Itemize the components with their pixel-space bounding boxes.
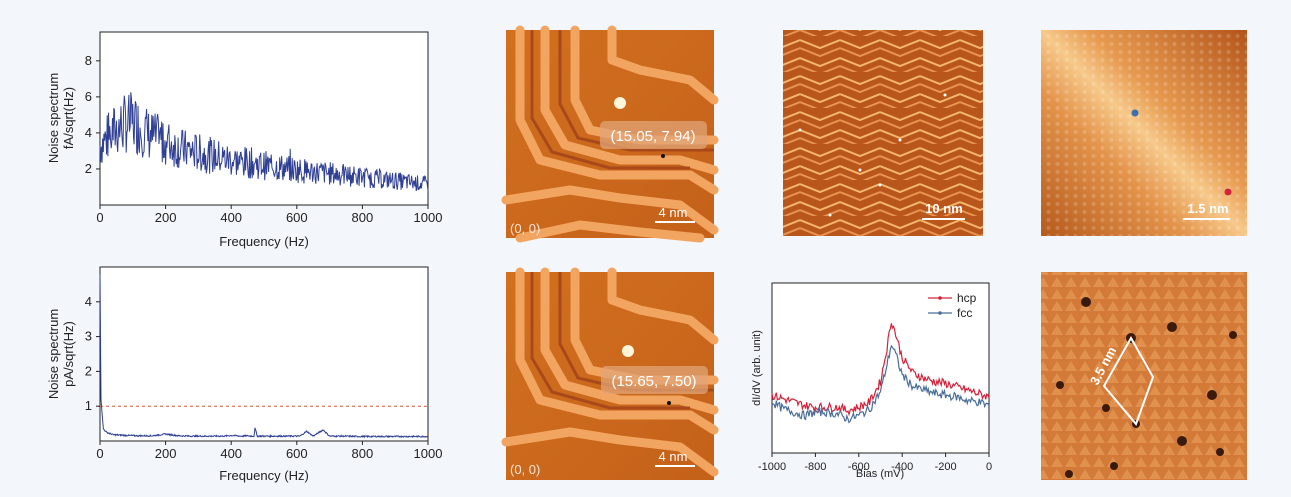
didv-legend: hcp fcc (928, 291, 977, 320)
stm-bottom-adatom (622, 345, 634, 357)
noise-top-xlabel: Frequency (Hz) (219, 234, 309, 249)
noise-top-ylabel-line2: fA/sqrt(Hz) (61, 87, 76, 149)
herringbone-defects (798, 93, 947, 217)
x-tick-label: 600 (286, 446, 308, 461)
x-tick-label: -1000 (758, 461, 786, 473)
legend-hcp-marker (938, 296, 942, 300)
y-tick-label: 3 (85, 329, 92, 344)
noise-top-yticks: 2 4 6 8 (85, 53, 100, 176)
herringbone-scale-label: 10 nm (925, 201, 963, 216)
noise-bottom-xticks: 0 200 400 600 800 1000 (96, 441, 442, 461)
stm-top-adatom (614, 97, 626, 109)
stm-bottom-scale-label: 4 nm (659, 449, 688, 464)
y-tick-label: 2 (85, 161, 92, 176)
noise-bottom-ylabel-line1: Noise spectrum (46, 309, 61, 399)
didv-xlabel: Bias (mV) (856, 468, 904, 480)
atomic-lattice (1041, 30, 1247, 236)
atomic-blue-marker (1131, 109, 1139, 117)
y-tick-label: 6 (85, 89, 92, 104)
stm-bottom-coord-label: (15.65, 7.50) (611, 373, 696, 390)
y-tick-label: 4 (85, 294, 92, 309)
y-tick-label: 4 (85, 125, 92, 140)
stm-top-marker-dot (661, 154, 665, 158)
noise-bottom-plot-area (99, 266, 429, 442)
stm-top-steps-dark (530, 30, 714, 170)
atomic-image: 1.5 nm (1041, 30, 1247, 236)
legend-fcc-label: fcc (957, 306, 972, 320)
noise-bottom-yticks: 1 2 3 4 (85, 294, 100, 413)
noise-bottom-xlabel: Frequency (Hz) (219, 468, 309, 483)
stm-top-coord-label: (15.05, 7.94) (610, 128, 695, 145)
noise-top-xticks: 0 200 400 600 800 1000 (96, 205, 442, 225)
y-tick-label: 1 (85, 398, 92, 413)
moire-unit-cell (1102, 335, 1155, 426)
x-tick-label: -600 (848, 461, 870, 473)
noise-top-ylabel-line1: Noise spectrum (46, 73, 61, 163)
stm-bottom-coord-box (601, 366, 708, 394)
stm-bottom-marker-dot (667, 401, 671, 405)
x-tick-label: -400 (891, 461, 913, 473)
stm-image-top: (15.05, 7.94) (0, 0) 4 nm (501, 25, 719, 243)
stm-image-bottom: (15.65, 7.50) (0, 0) 4 nm (501, 267, 719, 480)
x-tick-label: 400 (220, 446, 242, 461)
stm-top-origin-label: (0, 0) (510, 221, 540, 236)
legend-hcp-label: hcp (957, 291, 977, 305)
x-tick-label: 200 (155, 210, 177, 225)
atomic-scale-label: 1.5 nm (1187, 201, 1228, 216)
stm-bottom-origin-label: (0, 0) (510, 462, 540, 477)
x-tick-label: 800 (352, 446, 374, 461)
x-tick-label: 800 (352, 210, 374, 225)
noise-bottom-ylabel-line2: pA/sqrt(Hz) (61, 321, 76, 387)
x-tick-label: 200 (155, 446, 177, 461)
didv-ylabel: dI/dV (arb. unit) (751, 330, 763, 406)
x-tick-label: 1000 (414, 446, 443, 461)
atomic-red-marker (1224, 188, 1232, 196)
x-tick-label: -800 (804, 461, 826, 473)
x-tick-label: 600 (286, 210, 308, 225)
x-tick-label: 0 (96, 210, 103, 225)
noise-chart-bottom: 0 200 400 600 800 1000 1 2 3 4 Frequency (Hz) No… (46, 266, 442, 483)
noise-top-line (99, 92, 429, 192)
stm-top-scale-label: 4 nm (659, 205, 688, 220)
x-tick-label: -200 (935, 461, 957, 473)
moire-image: 3.5 nm (1041, 272, 1247, 480)
x-tick-label: 0 (96, 446, 103, 461)
stm-top-coord-box (600, 121, 707, 149)
legend-fcc-marker (938, 311, 942, 315)
y-tick-label: 8 (85, 53, 92, 68)
x-tick-label: 1000 (414, 210, 443, 225)
x-tick-label: 400 (220, 210, 242, 225)
y-tick-label: 2 (85, 363, 92, 378)
herringbone-image: 10 nm (783, 30, 983, 236)
didv-fcc-line (771, 344, 990, 424)
noise-bottom-line (99, 274, 428, 439)
didv-xticks: -1000 -800 -600 -400 -200 0 (758, 453, 992, 473)
didv-chart: -1000 -800 -600 -400 -200 0 Bias (mV) dI/dV (… (751, 282, 992, 480)
didv-plot-area (771, 282, 990, 454)
herringbone-background (783, 30, 983, 236)
x-tick-label: 0 (986, 461, 992, 473)
didv-hcp-line (771, 323, 990, 417)
moire-background (1041, 272, 1247, 480)
noise-chart-top: 0 200 400 600 800 1000 2 4 6 8 Frequency (Hz) No… (46, 31, 442, 249)
